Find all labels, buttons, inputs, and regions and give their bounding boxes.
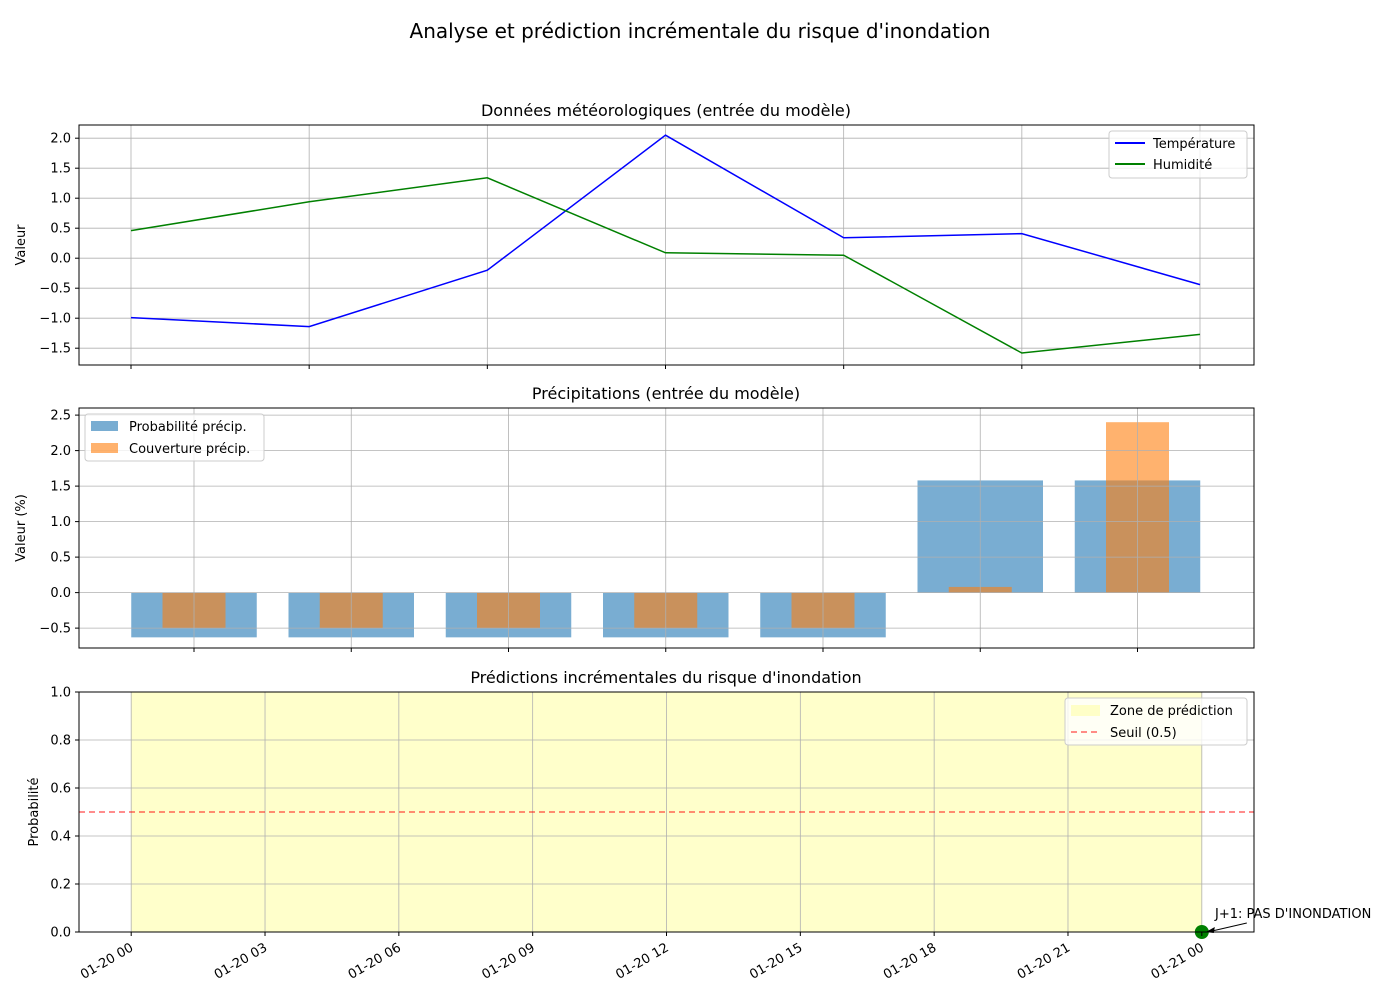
figure-title: Analyse et prédiction incrémentale du ri… <box>410 19 991 43</box>
precip-y-tick-label: 0.0 <box>50 586 71 601</box>
legend-swatch-precip-coverage <box>91 443 118 453</box>
legend-label-precip-coverage: Couverture précip. <box>129 442 250 457</box>
weather-y-tick-label: 2.0 <box>50 132 71 147</box>
precip-legend: Probabilité précip. Couverture précip. <box>84 413 265 462</box>
precip-y-ticks: −0.5 0.0 0.5 1.0 1.5 2.0 2.5 <box>39 409 79 637</box>
precip-y-tick-label: 0.5 <box>50 551 71 566</box>
prediction-y-tick-label: 0.6 <box>50 782 71 797</box>
prediction-x-tick-label: 01-20 21 <box>1015 940 1073 982</box>
weather-series <box>130 134 1201 354</box>
prediction-legend: Zone de prédiction Seuil (0.5) <box>1064 697 1248 746</box>
precip-x-ticks <box>193 648 1138 652</box>
weather-grid <box>79 125 1254 365</box>
prediction-y-tick-label: 0.8 <box>50 734 71 749</box>
prediction-y-ticks: 0.0 0.2 0.4 0.6 0.8 1.0 <box>50 686 79 941</box>
legend-label-precip-probability: Probabilité précip. <box>129 420 247 435</box>
prediction-plot-frame <box>78 691 1255 933</box>
legend-label-temperature: Température <box>1152 137 1235 152</box>
prediction-y-tick-label: 1.0 <box>50 686 71 701</box>
precip-y-tick-label: 2.0 <box>50 444 71 459</box>
precip-plot-frame <box>78 407 1255 649</box>
legend-swatch-prediction-zone <box>1071 705 1100 716</box>
prediction-y-tick-label: 0.0 <box>50 926 71 941</box>
legend-label-prediction-zone: Zone de prédiction <box>1110 704 1233 719</box>
prediction-x-tick-label: 01-20 03 <box>212 940 270 982</box>
prediction-x-tick-label: 01-20 12 <box>613 940 671 982</box>
panel-predictions: Prédictions incrémentales du risque d'in… <box>27 668 1371 983</box>
precip-chart-title: Précipitations (entrée du modèle) <box>532 384 800 403</box>
weather-y-tick-label: 0.5 <box>50 222 71 237</box>
prediction-x-tick-label: 01-21 00 <box>1149 940 1207 982</box>
prediction-y-tick-label: 0.4 <box>50 830 71 845</box>
weather-chart-title: Données météorologiques (entrée du modèl… <box>481 101 851 120</box>
prediction-chart-title: Prédictions incrémentales du risque d'in… <box>470 668 861 687</box>
weather-y-tick-label: 1.5 <box>50 162 71 177</box>
prediction-points: J+1: PAS D'INONDATION <box>1194 907 1371 939</box>
humidity-line <box>130 177 1201 354</box>
weather-legend: Température Humidité <box>1108 130 1248 179</box>
weather-y-tick-label: 0.0 <box>50 252 71 267</box>
prediction-y-tick-label: 0.2 <box>50 878 71 893</box>
precip-y-tick-label: 1.0 <box>50 515 71 530</box>
weather-y-tick-label: −1.5 <box>39 342 71 357</box>
weather-x-ticks <box>130 365 1201 369</box>
prediction-x-tick-label: 01-20 00 <box>78 940 136 982</box>
panel-precipitation: Précipitations (entrée du modèle) Valeur… <box>14 384 1255 652</box>
weather-y-tick-label: −1.0 <box>39 312 71 327</box>
weather-y-ticks: −1.5 −1.0 −0.5 0.0 0.5 1.0 1.5 2.0 <box>39 132 79 357</box>
precip-y-axis-label: Valeur (%) <box>14 494 29 562</box>
prediction-x-tick-label: 01-20 18 <box>881 940 939 982</box>
prediction-x-tick-label: 01-20 06 <box>346 940 404 982</box>
precip-y-tick-label: −0.5 <box>39 622 71 637</box>
legend-swatch-precip-probability <box>91 421 118 431</box>
legend-label-humidity: Humidité <box>1153 158 1212 173</box>
prediction-x-ticks: 01-20 00 01-20 03 01-20 06 01-20 09 01-20 12… <box>78 932 1207 983</box>
weather-y-axis-label: Valeur <box>14 224 29 266</box>
temperature-line <box>130 134 1201 328</box>
prediction-x-tick-label: 01-20 15 <box>747 940 805 982</box>
prediction-y-axis-label: Probabilité <box>27 777 42 846</box>
precip-y-tick-label: 2.5 <box>50 409 71 424</box>
weather-y-tick-label: 1.0 <box>50 192 71 207</box>
weather-y-tick-label: −0.5 <box>39 282 71 297</box>
prediction-annotation-label: J+1: PAS D'INONDATION <box>1214 907 1371 922</box>
panel-weather: Données météorologiques (entrée du modèl… <box>14 101 1255 369</box>
prediction-annotation-arrow <box>1207 922 1247 933</box>
legend-label-threshold: Seuil (0.5) <box>1110 726 1177 741</box>
weather-plot-frame <box>78 124 1255 366</box>
precip-y-tick-label: 1.5 <box>50 480 71 495</box>
prediction-x-tick-label: 01-20 09 <box>480 940 538 982</box>
